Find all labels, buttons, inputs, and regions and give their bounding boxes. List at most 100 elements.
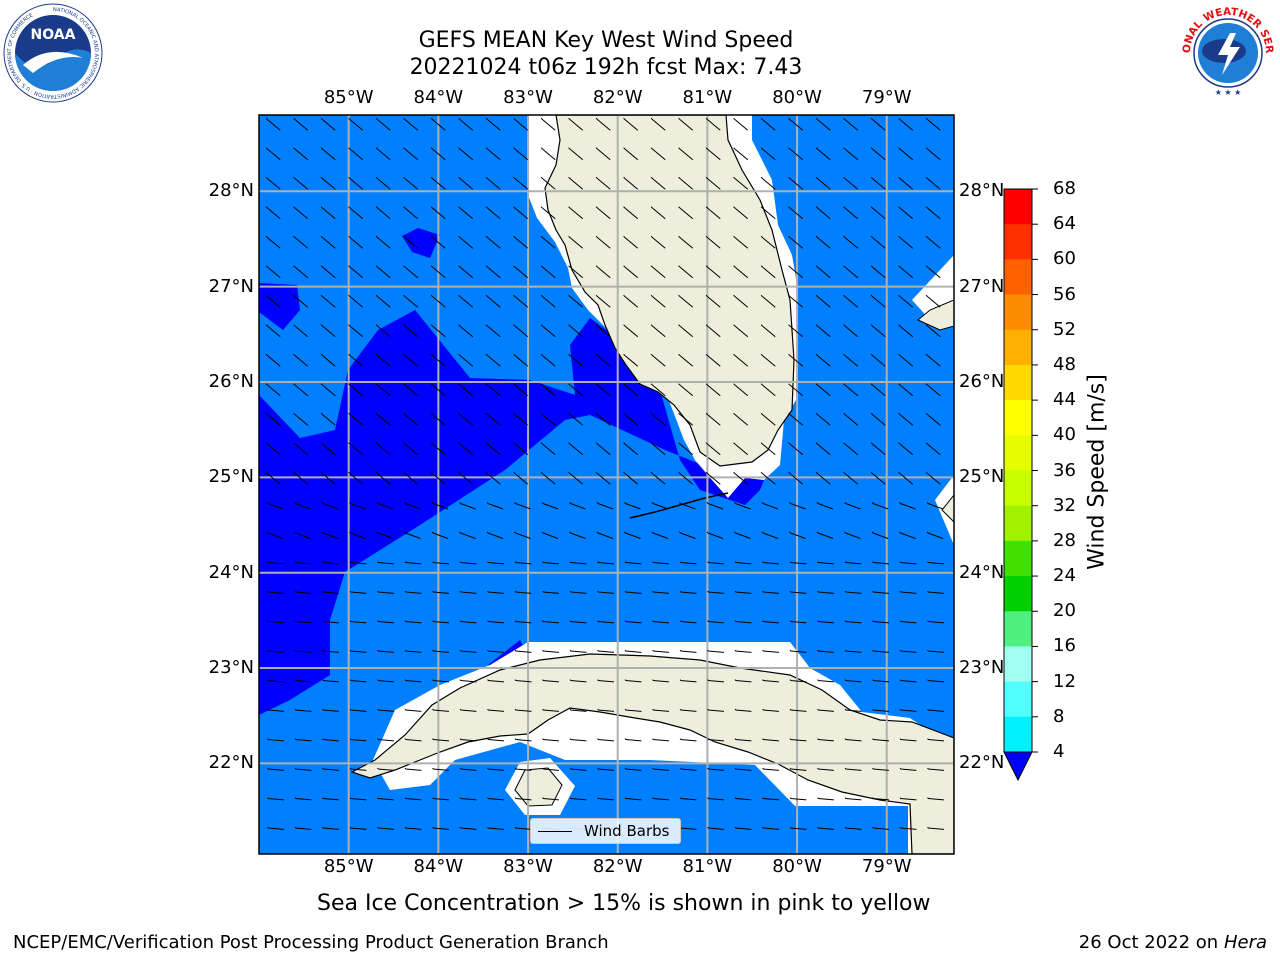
wind-barb: [293, 442, 309, 456]
wind-barb: [403, 383, 419, 397]
wind-barb: [817, 826, 834, 830]
wind-barb: [597, 649, 614, 653]
wind-barb: [817, 649, 834, 653]
wind-barb: [843, 471, 859, 485]
wind-barb: [265, 324, 281, 338]
wind-barb: [679, 679, 697, 683]
wind-barb: [569, 501, 586, 510]
wind-barb: [403, 412, 419, 426]
wind-barb: [815, 147, 831, 161]
wind-barb: [650, 294, 666, 308]
wind-barb: [624, 590, 642, 594]
wind-barb: [789, 826, 807, 830]
wind-barb: [733, 353, 749, 367]
wind-barb: [927, 826, 944, 830]
wind-barb: [568, 412, 584, 426]
wind-barb: [540, 412, 556, 426]
wind-barb: [652, 679, 669, 683]
wind-barb: [707, 620, 724, 624]
wind-barb: [432, 620, 449, 624]
wind-barb: [705, 265, 721, 279]
wind-barb: [321, 501, 339, 510]
wind-barb: [733, 383, 749, 397]
wind-barb: [542, 620, 559, 624]
wind-barb: [514, 797, 532, 801]
wind-barb: [705, 383, 721, 397]
wind-barb: [485, 412, 501, 426]
legend-label: Wind Barbs: [584, 822, 670, 840]
colorbar-segment: [1004, 224, 1032, 260]
wind-barb: [650, 412, 666, 426]
wind-barb: [788, 265, 804, 279]
wind-barb: [652, 649, 669, 653]
wind-barb: [542, 649, 559, 653]
lon-tick-label-bottom: 84°W: [413, 856, 464, 877]
wind-barb: [320, 324, 336, 338]
wind-barb: [569, 620, 587, 624]
wind-barb: [513, 294, 529, 308]
wind-barb: [898, 147, 914, 161]
wind-barb: [375, 235, 391, 249]
wind-barb: [404, 649, 422, 653]
wind-barb: [513, 265, 529, 279]
wind-barb: [816, 531, 834, 539]
wind-barb: [430, 383, 446, 397]
wind-barb: [569, 767, 587, 771]
wind-barb: [377, 620, 394, 624]
wind-barb: [513, 117, 529, 131]
wind-barb: [760, 471, 776, 485]
wind-barb: [870, 265, 886, 279]
wind-barb: [485, 176, 501, 190]
wind-barb: [540, 117, 556, 131]
wind-barb: [898, 471, 914, 485]
lat-tick-label-left: 27°N: [208, 275, 254, 297]
wind-barb: [458, 471, 474, 485]
wind-barb: [375, 353, 391, 367]
wind-barb: [595, 471, 611, 485]
lat-tick-label-right: 27°N: [959, 275, 1005, 297]
colorbar-segment: [1004, 540, 1032, 577]
wind-barb: [349, 708, 367, 712]
map-frame: [258, 114, 955, 855]
wind-barb: [815, 412, 831, 426]
wind-barb: [322, 708, 339, 712]
wind-barb: [458, 147, 474, 161]
wind-barb: [377, 738, 394, 742]
wind-barb: [404, 767, 422, 771]
wind-barb: [927, 679, 944, 683]
wind-barb: [705, 206, 721, 220]
wind-barb: [926, 531, 944, 539]
wind-barb: [540, 147, 556, 161]
wind-barb: [678, 471, 694, 485]
wind-barb: [542, 679, 559, 683]
wind-barb: [707, 767, 724, 771]
wind-barb: [898, 412, 914, 426]
wind-barb: [817, 620, 834, 624]
wind-barb: [322, 561, 339, 565]
wind-barb: [762, 767, 779, 771]
wind-barb: [540, 324, 556, 338]
wind-barb: [348, 147, 364, 161]
wind-barb: [542, 767, 559, 771]
wind-barb: [925, 294, 941, 308]
wind-barb: [432, 738, 449, 742]
wind-barb: [788, 176, 804, 190]
wind-barb: [899, 561, 917, 565]
wind-barb: [623, 147, 639, 161]
wind-barb: [898, 206, 914, 220]
colorbar-extend-arrow: [1003, 751, 1033, 782]
chart-title: GEFS MEAN Key West Wind Speed: [418, 28, 794, 53]
wind-barb: [267, 561, 284, 565]
wind-barb: [432, 826, 449, 830]
wind-barb: [623, 235, 639, 249]
wind-barb: [514, 501, 531, 510]
wind-barb: [568, 442, 584, 456]
colorbar-tick-label: 16: [1053, 635, 1076, 657]
wind-barb: [595, 176, 611, 190]
wind-barb: [432, 561, 449, 565]
wind-barb: [679, 620, 697, 624]
wind-barb: [788, 294, 804, 308]
wind-barb: [348, 176, 364, 190]
wind-barb: [541, 531, 559, 539]
lon-tick-label-bottom: 79°W: [861, 856, 912, 877]
